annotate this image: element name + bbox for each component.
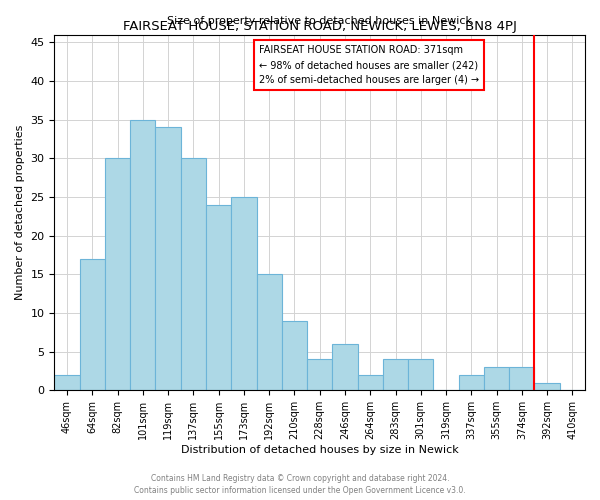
- Bar: [358, 375, 383, 390]
- Bar: [458, 375, 484, 390]
- Bar: [130, 120, 155, 390]
- Bar: [408, 360, 433, 390]
- Y-axis label: Number of detached properties: Number of detached properties: [15, 125, 25, 300]
- Text: Size of property relative to detached houses in Newick: Size of property relative to detached ho…: [167, 16, 472, 26]
- Bar: [105, 158, 130, 390]
- X-axis label: Distribution of detached houses by size in Newick: Distribution of detached houses by size …: [181, 445, 458, 455]
- Bar: [257, 274, 282, 390]
- Title: FAIRSEAT HOUSE, STATION ROAD, NEWICK, LEWES, BN8 4PJ: FAIRSEAT HOUSE, STATION ROAD, NEWICK, LE…: [123, 20, 517, 34]
- Bar: [332, 344, 358, 391]
- Bar: [181, 158, 206, 390]
- Bar: [383, 360, 408, 390]
- Text: Contains HM Land Registry data © Crown copyright and database right 2024.
Contai: Contains HM Land Registry data © Crown c…: [134, 474, 466, 495]
- Bar: [484, 367, 509, 390]
- Bar: [206, 205, 231, 390]
- Bar: [55, 375, 80, 390]
- Bar: [282, 320, 307, 390]
- Text: FAIRSEAT HOUSE STATION ROAD: 371sqm
← 98% of detached houses are smaller (242)
2: FAIRSEAT HOUSE STATION ROAD: 371sqm ← 98…: [259, 46, 479, 85]
- Bar: [155, 128, 181, 390]
- Bar: [231, 197, 257, 390]
- Bar: [80, 259, 105, 390]
- Bar: [509, 367, 535, 390]
- Bar: [535, 382, 560, 390]
- Bar: [307, 360, 332, 390]
